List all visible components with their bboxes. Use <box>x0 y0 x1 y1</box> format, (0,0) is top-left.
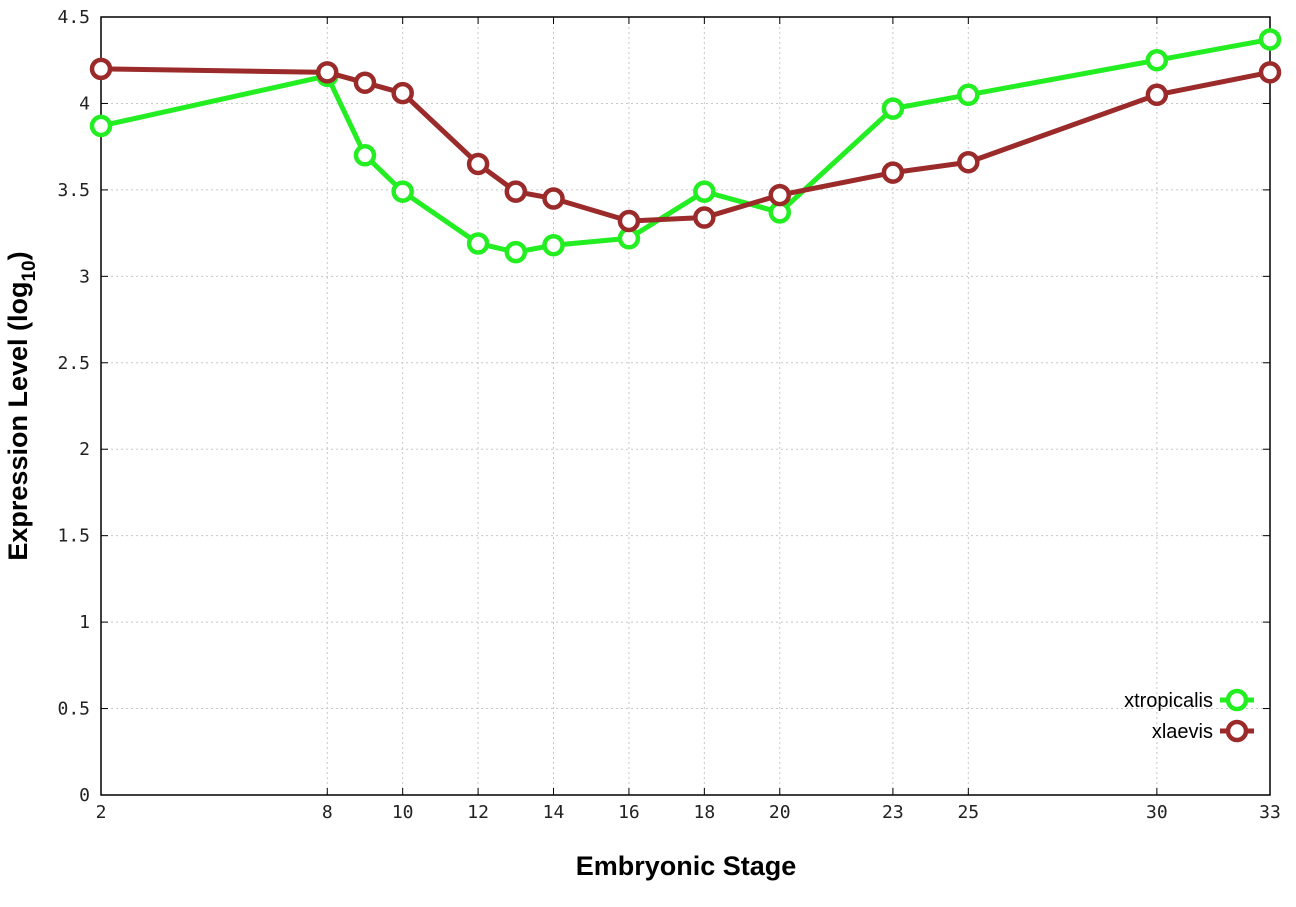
legend: xtropicalis xlaevis <box>1124 688 1254 743</box>
legend-item: xtropicalis <box>1124 688 1254 712</box>
data-point <box>391 180 414 203</box>
data-point <box>1258 28 1282 51</box>
series-line <box>100 66 1271 224</box>
legend-swatch-marker <box>1225 719 1249 743</box>
data-point <box>1145 83 1169 107</box>
legend-swatch-marker <box>1225 688 1249 712</box>
x-tick-label: 8 <box>322 802 333 823</box>
data-point <box>89 57 113 81</box>
data-point <box>466 152 490 176</box>
x-tick-label: 2 <box>96 802 107 823</box>
x-axis-title: Embryonic Stage <box>576 851 797 881</box>
data-point <box>353 71 377 94</box>
data-point <box>957 83 980 107</box>
data-point <box>542 187 565 210</box>
x-tick-label: 10 <box>392 802 414 823</box>
y-tick-label: 1.5 <box>57 526 90 547</box>
data-point <box>693 206 716 229</box>
x-tick-label: 12 <box>467 802 489 823</box>
data-point <box>617 209 641 233</box>
x-tick-label: 20 <box>769 802 791 823</box>
x-tick-label: 16 <box>618 802 640 823</box>
y-tick-label: 3 <box>79 266 90 287</box>
data-point <box>1258 61 1282 84</box>
data-point <box>466 232 490 255</box>
data-point <box>391 81 414 105</box>
y-tick-label: 3.5 <box>57 180 90 201</box>
series-group <box>89 28 1282 264</box>
y-tick-label: 4 <box>79 93 90 114</box>
legend-label: xtropicalis <box>1124 690 1213 712</box>
data-point <box>881 161 905 184</box>
data-point <box>504 240 528 264</box>
legend-item: xlaevis <box>1152 719 1254 743</box>
x-tick-label: 25 <box>957 802 979 823</box>
y-tick-label: 0.5 <box>57 699 90 720</box>
y-axis-title: Expression Level (log10) <box>3 251 40 560</box>
data-point <box>89 114 113 138</box>
y-tick-label: 4.5 <box>57 7 90 28</box>
data-point <box>1145 48 1169 72</box>
y-tick-label: 0 <box>79 785 90 806</box>
axis-ticks: 2 8 10 12 14 16 18 20 23 25 30 33 0 0.5 1 1.5 2 2.5 3 3.5 4 4… <box>57 7 1280 823</box>
x-tick-label: 18 <box>694 802 716 823</box>
legend-label: xlaevis <box>1152 721 1213 743</box>
data-point <box>693 180 716 203</box>
series-xtropicalis <box>89 28 1282 264</box>
series-xlaevis <box>89 57 1282 233</box>
data-point <box>957 150 980 174</box>
x-tick-label: 33 <box>1259 802 1281 823</box>
y-tick-label: 1 <box>79 612 90 633</box>
plot-frame <box>100 16 1271 796</box>
x-tick-label: 30 <box>1146 802 1168 823</box>
y-axis-title-main: Expression Level (log <box>3 282 33 561</box>
y-tick-label: 2 <box>79 439 90 460</box>
data-point <box>542 233 565 257</box>
data-point <box>768 183 792 207</box>
y-axis-title-subscript: 10 <box>19 260 40 281</box>
grid <box>100 16 1271 796</box>
data-point <box>353 144 377 167</box>
data-point <box>316 61 339 84</box>
x-tick-label: 23 <box>882 802 904 823</box>
data-point <box>881 97 905 120</box>
y-axis-title-close: ) <box>3 251 33 260</box>
data-point <box>504 180 528 203</box>
y-tick-label: 2.5 <box>57 353 90 374</box>
x-tick-label: 14 <box>543 802 565 823</box>
